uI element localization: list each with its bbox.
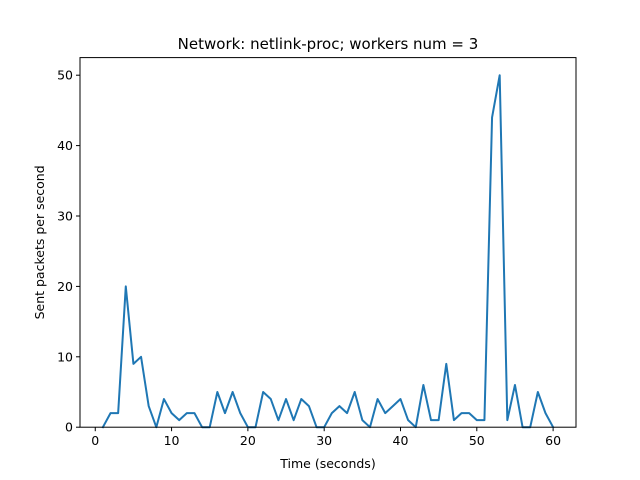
- plot-area-frame: [79, 57, 577, 428]
- y-tick-label: 50: [57, 68, 73, 83]
- x-tick-label: 30: [316, 433, 332, 448]
- x-tick-label: 50: [469, 433, 485, 448]
- x-axis-label: Time (seconds): [279, 456, 375, 471]
- y-tick-label: 10: [57, 349, 73, 364]
- y-tick-label: 30: [57, 209, 73, 224]
- chart-title: Network: netlink-proc; workers num = 3: [178, 35, 479, 53]
- x-tick-label: 20: [240, 433, 256, 448]
- axis-ticks: 0 10 20 30 40 50 60 0 10 20 30 40 50: [57, 68, 561, 449]
- y-tick-label: 40: [57, 138, 73, 153]
- y-tick-label: 20: [57, 279, 73, 294]
- y-axis-label: Sent packets per second: [32, 165, 47, 319]
- y-tick-label: 0: [65, 420, 73, 435]
- series-line-0: [101, 74, 555, 429]
- x-tick-label: 60: [545, 433, 561, 448]
- x-tick-label: 0: [91, 433, 99, 448]
- x-tick-label: 40: [393, 433, 409, 448]
- series-group: [101, 74, 555, 429]
- x-tick-label: 10: [164, 433, 180, 448]
